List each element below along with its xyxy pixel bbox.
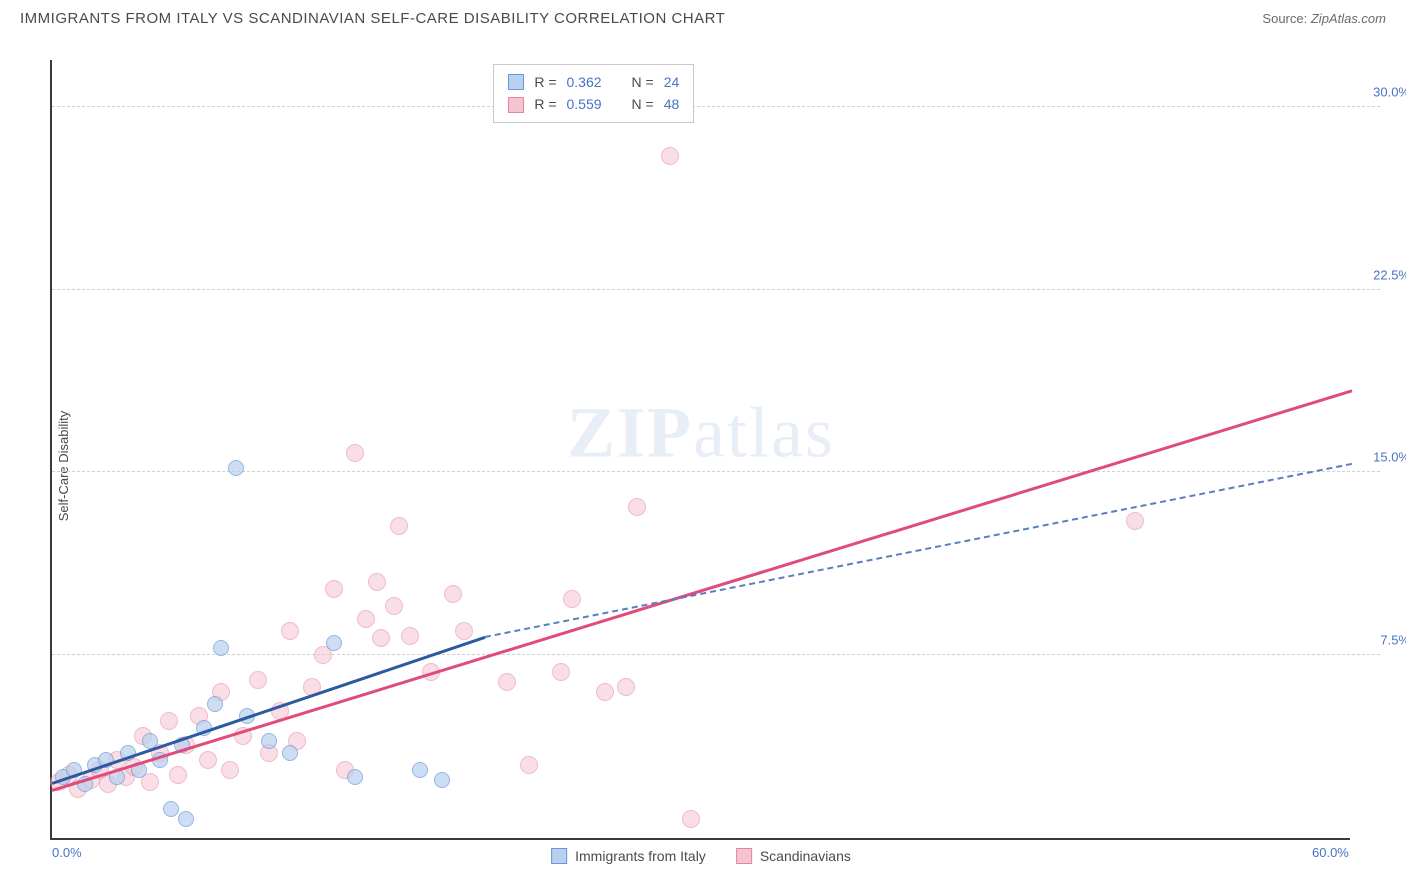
- scandinavian-point: [455, 622, 473, 640]
- legend-item-italy: Immigrants from Italy: [551, 848, 706, 864]
- chart-header: IMMIGRANTS FROM ITALY VS SCANDINAVIAN SE…: [0, 0, 1406, 33]
- scandinavian-point: [249, 671, 267, 689]
- correlation-legend: R = 0.362 N = 24 R = 0.559 N = 48: [493, 64, 694, 123]
- scandinavian-point: [390, 517, 408, 535]
- x-tick-label: 60.0%: [1312, 845, 1349, 860]
- scandinavian-point: [325, 580, 343, 598]
- n-label: N =: [632, 71, 654, 93]
- scandinavian-point: [1126, 512, 1144, 530]
- scandinavian-point: [346, 444, 364, 462]
- chart-source: Source: ZipAtlas.com: [1262, 11, 1386, 26]
- scandinavian-point: [682, 810, 700, 828]
- italy-point: [213, 640, 229, 656]
- legend-swatch: [508, 74, 524, 90]
- scandinavian-point: [385, 597, 403, 615]
- gridline: [52, 654, 1380, 655]
- y-tick-label: 30.0%: [1373, 84, 1406, 99]
- legend-swatch: [551, 848, 567, 864]
- legend-row-scand: R = 0.559 N = 48: [508, 93, 679, 115]
- scandinavian-point: [281, 622, 299, 640]
- scandinavian-point: [628, 498, 646, 516]
- legend-row-italy: R = 0.362 N = 24: [508, 71, 679, 93]
- legend-swatch: [736, 848, 752, 864]
- r-label: R =: [534, 93, 556, 115]
- chart-area: Self-Care Disability ZIPatlas 7.5%15.0%2…: [0, 40, 1406, 892]
- italy-point: [412, 762, 428, 778]
- legend-item-scand: Scandinavians: [736, 848, 851, 864]
- watermark-atlas: atlas: [693, 393, 835, 473]
- scandinavian-point: [372, 629, 390, 647]
- chart-title: IMMIGRANTS FROM ITALY VS SCANDINAVIAN SE…: [20, 10, 725, 27]
- italy-point: [434, 772, 450, 788]
- scandinavian-point: [221, 761, 239, 779]
- scandinavian-point: [444, 585, 462, 603]
- r-value: 0.559: [567, 93, 602, 115]
- italy-point: [178, 811, 194, 827]
- x-tick-label: 0.0%: [52, 845, 82, 860]
- y-tick-label: 7.5%: [1380, 633, 1406, 648]
- scandinavian-point: [357, 610, 375, 628]
- italy-point: [282, 745, 298, 761]
- scandinavian-point: [563, 590, 581, 608]
- italy-point: [326, 635, 342, 651]
- series-legend: Immigrants from Italy Scandinavians: [551, 848, 851, 864]
- italy-trendline-extrapolated: [485, 463, 1352, 638]
- source-value: ZipAtlas.com: [1311, 11, 1386, 26]
- legend-label: Scandinavians: [760, 848, 851, 864]
- watermark: ZIPatlas: [567, 392, 835, 475]
- scandinavian-point: [520, 756, 538, 774]
- italy-point: [347, 769, 363, 785]
- source-label: Source:: [1262, 11, 1307, 26]
- scandinavian-point: [160, 712, 178, 730]
- r-label: R =: [534, 71, 556, 93]
- n-value: 24: [664, 71, 680, 93]
- gridline: [52, 289, 1380, 290]
- scatter-plot: ZIPatlas 7.5%15.0%22.5%30.0%0.0%60.0%R =…: [50, 60, 1350, 840]
- italy-point: [163, 801, 179, 817]
- scandinavian-point: [552, 663, 570, 681]
- y-tick-label: 22.5%: [1373, 267, 1406, 282]
- gridline: [52, 471, 1380, 472]
- scandinavian-point: [401, 627, 419, 645]
- scandinavian-point: [617, 678, 635, 696]
- watermark-zip: ZIP: [567, 393, 693, 473]
- scandinavian-point: [199, 751, 217, 769]
- italy-point: [207, 696, 223, 712]
- scandinavian-point: [661, 147, 679, 165]
- italy-point: [261, 733, 277, 749]
- r-value: 0.362: [567, 71, 602, 93]
- scand-trendline: [52, 389, 1353, 791]
- n-label: N =: [632, 93, 654, 115]
- y-tick-label: 15.0%: [1373, 450, 1406, 465]
- scandinavian-point: [368, 573, 386, 591]
- n-value: 48: [664, 93, 680, 115]
- legend-label: Immigrants from Italy: [575, 848, 706, 864]
- legend-swatch: [508, 97, 524, 113]
- scandinavian-point: [596, 683, 614, 701]
- italy-point: [228, 460, 244, 476]
- scandinavian-point: [498, 673, 516, 691]
- scandinavian-point: [169, 766, 187, 784]
- gridline: [52, 106, 1380, 107]
